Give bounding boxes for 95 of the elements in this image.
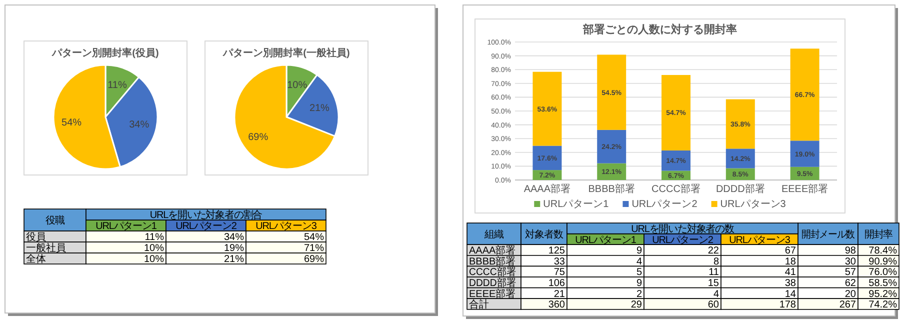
x-tick-label: DDDD部署 bbox=[716, 183, 765, 195]
data-label: 67 bbox=[784, 246, 796, 257]
bar bbox=[532, 146, 562, 170]
chart-title: パターン別開封率(役員) bbox=[51, 47, 159, 59]
data-label: 90.9% bbox=[868, 256, 898, 268]
data-label: 33 bbox=[554, 256, 566, 268]
data-label: 62 bbox=[844, 278, 856, 289]
data-label: 2 bbox=[636, 288, 642, 300]
data-label: 98 bbox=[844, 246, 856, 257]
data-label: 41 bbox=[784, 267, 796, 278]
pie-slice bbox=[234, 64, 336, 170]
data-label: 34% bbox=[224, 232, 244, 244]
x-tick-label: URLパターン1 bbox=[96, 221, 158, 232]
legend-label: URLパターン2 bbox=[632, 199, 698, 210]
data-label: 34% bbox=[129, 120, 150, 131]
data-label: 15 bbox=[708, 278, 720, 289]
data-label: 10% bbox=[144, 243, 164, 254]
data-label: 78.4% bbox=[868, 246, 898, 257]
x-tick-label: BBBB部署 bbox=[588, 183, 635, 195]
data-label: 18 bbox=[784, 256, 796, 268]
data-label: 76.0% bbox=[868, 267, 898, 278]
data-label: 11% bbox=[108, 80, 127, 92]
data-label: 22 bbox=[708, 246, 720, 257]
chart-title: 部署ごとの人数に対する開封率 bbox=[582, 23, 737, 36]
text: URLを開いた対象者の割合 bbox=[150, 209, 263, 222]
x-tick-label: URLパターン3 bbox=[729, 234, 791, 246]
bar bbox=[597, 130, 626, 164]
data-label: 20 bbox=[844, 288, 856, 300]
bar bbox=[597, 54, 626, 130]
data-label: 21% bbox=[224, 254, 244, 266]
y-axis-title: 役職 bbox=[46, 214, 65, 227]
data-label: 74.2% bbox=[868, 300, 898, 311]
data-label: 60 bbox=[708, 300, 720, 311]
bar bbox=[726, 99, 755, 149]
data-label: 4 bbox=[713, 288, 720, 300]
data-label: 19% bbox=[224, 243, 244, 254]
data-label: 178 bbox=[779, 300, 796, 311]
x-tick-label: CCCC部署 bbox=[652, 183, 700, 195]
data-label: 267 bbox=[839, 300, 856, 311]
bar bbox=[662, 150, 690, 171]
chart-title: パターン別開封率(一般社員) bbox=[222, 47, 350, 59]
data-label: 95.2% bbox=[868, 288, 898, 300]
data-label: 125 bbox=[548, 246, 566, 257]
y-tick-label: 一般社員 bbox=[26, 242, 66, 254]
data-label: 71% bbox=[304, 243, 324, 254]
data-label: 21% bbox=[309, 102, 330, 114]
legend-label: URLパターン1 bbox=[543, 199, 610, 210]
x-tick-label: 開封メール数 bbox=[802, 228, 858, 240]
data-label: 58.5% bbox=[868, 278, 898, 289]
data-label: 5 bbox=[636, 267, 642, 278]
data-label: 57 bbox=[844, 267, 856, 278]
data-label: 30 bbox=[844, 256, 856, 268]
bar bbox=[532, 72, 562, 146]
y-tick-label: 合計 bbox=[469, 298, 489, 311]
data-label: 75 bbox=[554, 267, 566, 278]
data-label: 4 bbox=[636, 256, 642, 268]
bar bbox=[790, 140, 820, 167]
data-label: 38 bbox=[784, 278, 796, 289]
x-tick-label: AAAA部署 bbox=[524, 183, 571, 195]
y-tick-label: AAAA部署 bbox=[469, 244, 516, 257]
y-tick-label: EEEE部署 bbox=[469, 288, 516, 300]
bar bbox=[662, 74, 690, 150]
data-label: 11 bbox=[708, 267, 720, 278]
data-label: 10% bbox=[287, 80, 308, 91]
data-label: 54% bbox=[304, 232, 324, 244]
data-label: 14 bbox=[784, 288, 796, 300]
x-tick-label: URLパターン1 bbox=[575, 234, 637, 246]
bar bbox=[790, 48, 820, 141]
data-label: 21 bbox=[554, 288, 566, 300]
y-tick-label: 役員 bbox=[26, 232, 46, 244]
x-tick-label: 対象者数 bbox=[525, 228, 564, 240]
data-label: 9 bbox=[636, 246, 642, 257]
y-tick-label: 全体 bbox=[26, 253, 46, 266]
data-label: 54% bbox=[62, 117, 82, 128]
data-label: 11% bbox=[144, 232, 164, 244]
y-axis-title: 組織 bbox=[484, 228, 504, 240]
x-tick-label: 開封率 bbox=[864, 228, 894, 240]
x-tick-label: URLパターン2 bbox=[176, 221, 238, 232]
data-label: 10% bbox=[144, 254, 164, 266]
x-tick-label: EEEE部署 bbox=[781, 183, 828, 195]
legend-label: URLパターン3 bbox=[720, 199, 786, 210]
data-label: 8 bbox=[713, 256, 720, 268]
data-label: 360 bbox=[548, 300, 566, 311]
x-tick-label: URLパターン2 bbox=[652, 234, 714, 246]
data-label: 29 bbox=[630, 300, 642, 311]
data-label: 9 bbox=[636, 278, 642, 289]
data-label: 106 bbox=[548, 278, 566, 289]
y-tick-label: BBBB部署 bbox=[469, 255, 516, 268]
text: URLを開いた対象者の数 bbox=[631, 223, 734, 235]
x-tick-label: URLパターン3 bbox=[256, 221, 318, 232]
y-tick-label: CCCC部署 bbox=[469, 266, 518, 278]
bar bbox=[726, 148, 755, 168]
data-label: 69% bbox=[248, 132, 268, 143]
data-label: 69% bbox=[304, 254, 324, 266]
y-tick-label: DDDD部署 bbox=[469, 277, 518, 289]
